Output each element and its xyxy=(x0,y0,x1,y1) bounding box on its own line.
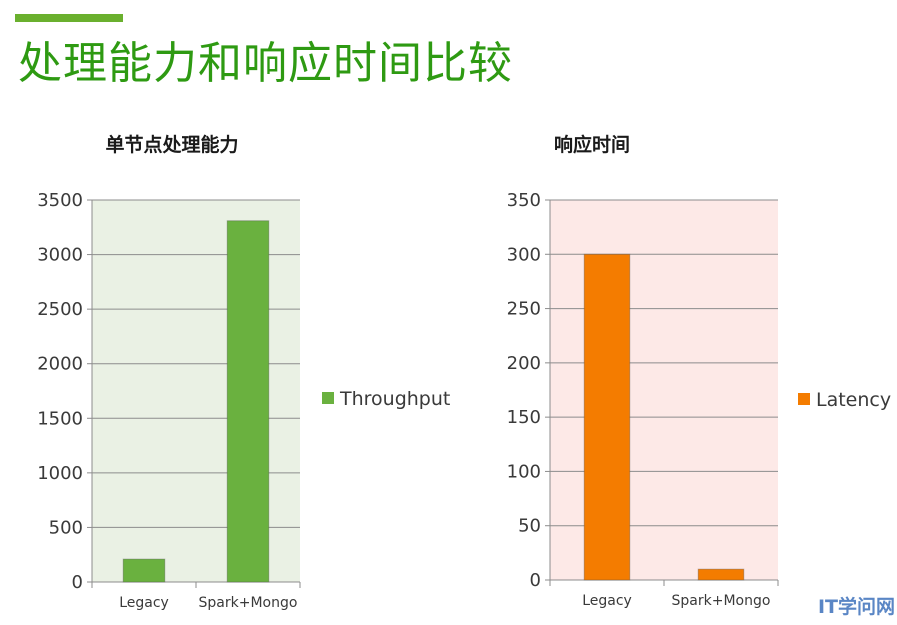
throughput-bar-spark-mongo xyxy=(226,220,270,583)
latency-bar-legacy xyxy=(583,253,631,581)
latency-y-tick-label: 300 xyxy=(507,244,541,265)
latency-y-tick-label: 150 xyxy=(507,407,541,428)
latency-category-label: Spark+Mongo xyxy=(672,593,771,609)
latency-y-tick-label: 350 xyxy=(507,190,541,211)
throughput-legend-label: Throughput xyxy=(339,388,450,410)
throughput-category-label: Legacy xyxy=(119,595,169,611)
throughput-chart-title: 单节点处理能力 xyxy=(105,134,239,156)
throughput-y-tick-label: 0 xyxy=(72,572,83,593)
throughput-y-tick-label: 2000 xyxy=(37,354,83,375)
latency-category-label: Legacy xyxy=(582,593,632,609)
throughput-y-tick-label: 3000 xyxy=(37,245,83,266)
title-accent-bar xyxy=(15,14,123,22)
slide-title: 处理能力和响应时间比较 xyxy=(18,38,513,89)
throughput-chart: 0 500 1000 1500 2000 2500 3000 3500 Legacy Spark+… xyxy=(37,190,450,611)
throughput-y-tick-label: 3500 xyxy=(37,190,83,211)
throughput-y-tick-label: 1000 xyxy=(37,463,83,484)
throughput-bar-legacy xyxy=(122,558,166,583)
watermark: IT学问网 xyxy=(817,596,895,618)
latency-bar-spark-mongo xyxy=(697,568,745,581)
throughput-legend-swatch xyxy=(322,392,334,404)
latency-y-tick-label: 0 xyxy=(530,570,541,591)
throughput-y-tick-label: 500 xyxy=(49,517,83,538)
throughput-category-label: Spark+Mongo xyxy=(199,595,298,611)
latency-chart-title: 响应时间 xyxy=(553,134,631,156)
latency-y-tick-label: 200 xyxy=(507,353,541,374)
latency-chart: 0 50 100 150 200 250 300 350 Legacy Spark+Mongo La… xyxy=(507,190,891,609)
throughput-y-tick-label: 1500 xyxy=(37,408,83,429)
latency-y-tick-label: 100 xyxy=(507,461,541,482)
throughput-y-tick-label: 2500 xyxy=(37,299,83,320)
latency-y-tick-label: 250 xyxy=(507,299,541,320)
latency-legend-swatch xyxy=(798,393,810,405)
latency-y-tick-label: 50 xyxy=(518,516,541,537)
latency-legend-label: Latency xyxy=(816,389,891,411)
